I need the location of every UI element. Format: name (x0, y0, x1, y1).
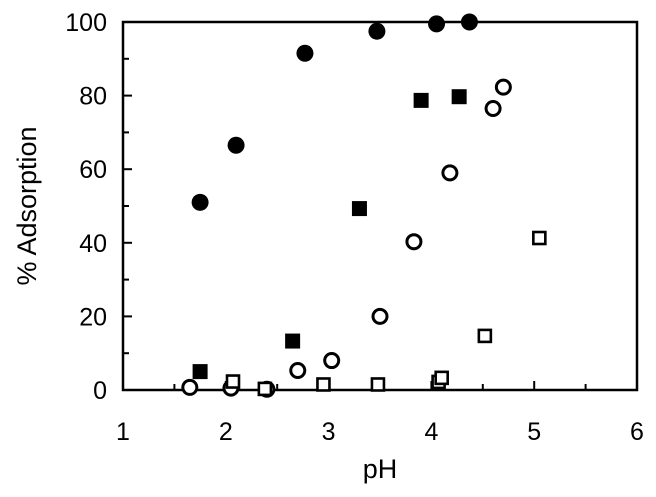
data-points (181, 13, 547, 398)
data-point-filled-circle (296, 44, 314, 62)
x-tick-label: 3 (322, 418, 336, 446)
y-tick-label: 0 (93, 377, 107, 405)
data-point-open-circle (441, 164, 459, 182)
x-tick-label: 2 (219, 418, 233, 446)
y-tick-label: 80 (79, 83, 107, 111)
data-point-open-circle (484, 99, 502, 117)
data-point-filled-square (413, 92, 429, 108)
data-point-open-circle (405, 233, 423, 251)
data-point-filled-square (451, 89, 467, 105)
data-point-filled-square (192, 364, 208, 380)
y-tick-label: 40 (79, 230, 107, 258)
y-tick-label: 100 (65, 9, 107, 37)
x-tick-label: 6 (630, 418, 644, 446)
x-tick-label: 4 (424, 418, 438, 446)
data-point-open-circle (494, 78, 512, 96)
data-point-open-square (225, 374, 241, 389)
data-point-open-square (434, 370, 449, 386)
data-point-filled-square (351, 201, 367, 217)
y-tick-labels: 0 20 40 60 80 100 (65, 9, 107, 405)
data-point-filled-square (285, 333, 301, 349)
data-point-open-square (477, 328, 493, 344)
data-point-filled-circle (227, 136, 245, 154)
data-point-open-circle (371, 307, 389, 325)
data-point-open-square (370, 377, 386, 392)
data-point-open-circle (289, 361, 307, 379)
data-point-open-square (316, 377, 331, 392)
y-tick-label: 60 (79, 156, 107, 184)
data-point-open-square (257, 381, 273, 397)
y-tick-label: 20 (79, 303, 107, 331)
axis-ticks (122, 21, 638, 391)
y-axis-label: % Adsorption (12, 126, 42, 285)
x-tick-labels: 1 2 3 4 5 6 (116, 418, 644, 446)
data-point-filled-circle (428, 15, 446, 33)
x-tick-label: 1 (116, 418, 130, 446)
data-point-filled-circle (191, 193, 209, 211)
data-point-filled-circle (460, 13, 478, 31)
data-point-open-circle (181, 378, 199, 396)
data-point-open-circle (323, 352, 341, 370)
x-axis-label: pH (363, 454, 398, 484)
data-point-open-square (532, 230, 547, 246)
data-point-filled-circle (368, 22, 386, 40)
x-tick-label: 5 (527, 418, 541, 446)
